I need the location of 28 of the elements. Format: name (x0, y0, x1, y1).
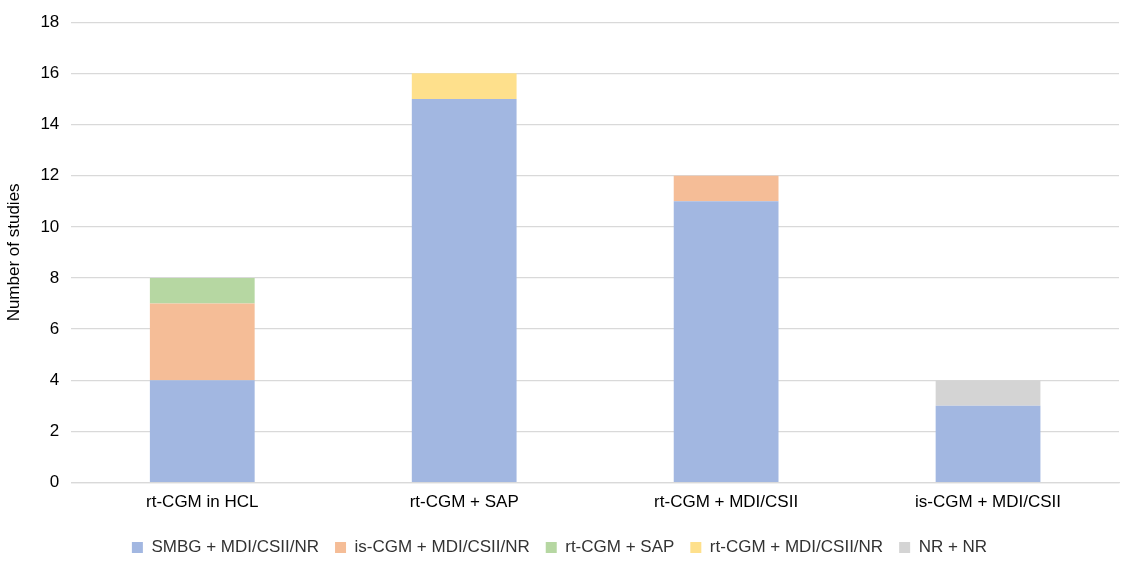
bar (149, 277, 255, 304)
y-tick-label: 14 (40, 114, 60, 134)
bar (673, 175, 779, 202)
bar (935, 405, 1041, 482)
legend-label: NR + NR (918, 537, 988, 557)
y-tick-label: 12 (40, 165, 60, 185)
y-tick-label: 10 (40, 216, 60, 236)
y-tick-label: 16 (40, 63, 60, 83)
bar (149, 303, 255, 381)
y-tick-label: 0 (49, 472, 60, 492)
x-tick-label: rt-CGM + MDI/CSII (654, 492, 799, 512)
y-tick-label: 2 (49, 421, 60, 441)
legend-label: rt-CGM + SAP (565, 537, 675, 557)
bar (673, 201, 779, 482)
x-tick-label: is-CGM + MDI/CSII (915, 492, 1061, 512)
y-tick-label: 4 (49, 369, 60, 389)
y-tick-label: 8 (49, 267, 60, 287)
y-axis-title: Number of studies (3, 183, 23, 322)
bar (411, 98, 517, 482)
y-tick-label: 6 (49, 318, 60, 338)
bar (411, 73, 517, 99)
x-tick-label: rt-CGM in HCL (146, 492, 259, 512)
y-tick-label: 18 (40, 11, 60, 31)
legend-label: rt-CGM + MDI/CSII/NR (709, 537, 884, 557)
x-tick-label: rt-CGM + SAP (409, 492, 519, 512)
bar (149, 380, 255, 482)
legend-label: is-CGM + MDI/CSII/NR (354, 537, 530, 557)
legend-label: SMBG + MDI/CSII/NR (151, 537, 320, 557)
